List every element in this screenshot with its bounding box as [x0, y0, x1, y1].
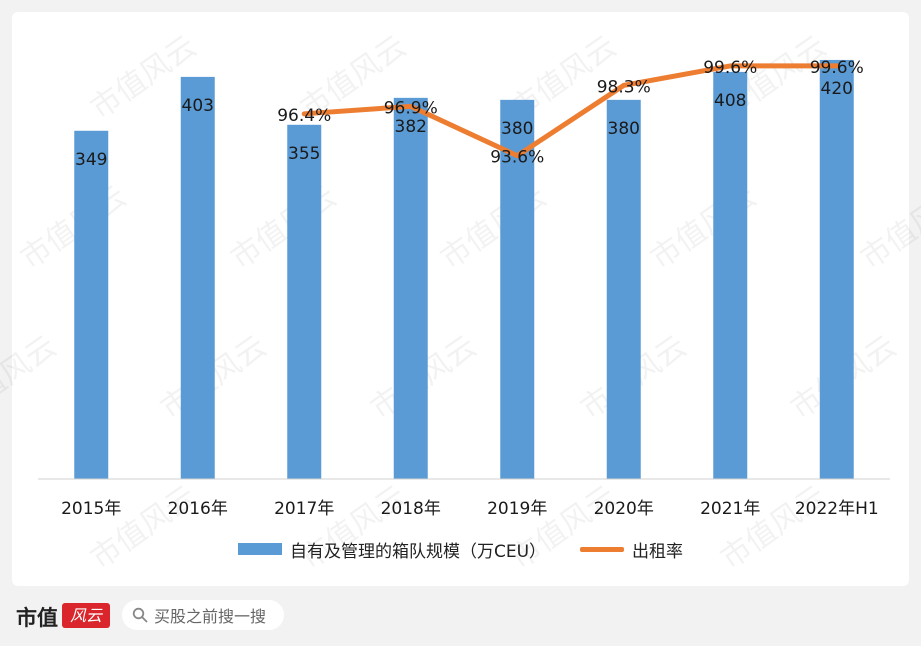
- rental-rate-line: [301, 63, 840, 159]
- legend: 自有及管理的箱队规模（万CEU） 出租率: [0, 535, 921, 563]
- bar-2015年: [74, 130, 109, 479]
- footer: 市值 风云 买股之前搜一搜: [0, 596, 921, 636]
- legend-item-rate: 出租率: [580, 537, 683, 562]
- bar-value-label: 382: [395, 117, 427, 137]
- x-tick-label: 2022年H1: [795, 499, 879, 519]
- legend-swatch-line: [580, 546, 625, 552]
- search-box[interactable]: 买股之前搜一搜: [122, 600, 284, 630]
- bar-2017年: [287, 124, 322, 480]
- bar-2018年: [393, 97, 428, 480]
- search-placeholder: 买股之前搜一搜: [154, 607, 267, 626]
- rate-value-labels: 96.4% 96.9% 93.6% 98.3% 99.6% 99.6%: [277, 58, 864, 168]
- x-tick-label: 2016年: [168, 499, 228, 519]
- legend-label-rate: 出租率: [632, 541, 684, 562]
- x-tick-label: 2015年: [61, 499, 121, 519]
- bar-value-label: 380: [608, 119, 640, 139]
- brand-logo-text: 市值: [16, 605, 58, 630]
- bar-value-label: 408: [714, 91, 746, 111]
- bar-2020年: [606, 99, 641, 479]
- x-tick-label: 2018年: [381, 499, 441, 519]
- bar-2019年: [500, 99, 535, 479]
- x-tick-label: 2019年: [487, 499, 547, 519]
- rate-value-label: 99.6%: [810, 58, 864, 78]
- bar-2016年: [180, 76, 215, 479]
- rate-value-label: 96.4%: [277, 106, 331, 126]
- search-icon: [132, 607, 148, 623]
- bar-value-label: 355: [288, 144, 320, 164]
- watermark-text: 市值风云: [15, 179, 133, 276]
- watermark-text: 市值风云: [855, 179, 921, 276]
- bar-2022年H1: [819, 59, 854, 479]
- bar-value-label: 403: [182, 96, 214, 116]
- watermark-text: 市值风云: [435, 179, 553, 276]
- rate-value-label: 99.6%: [703, 58, 757, 78]
- brand-logo-badge: 风云: [62, 603, 110, 628]
- chart-card: [12, 12, 909, 586]
- bar-value-label: 420: [821, 79, 853, 99]
- x-tick-label: 2020年: [594, 499, 654, 519]
- x-tick-label: 2021年: [700, 499, 760, 519]
- rate-value-label: 93.6%: [490, 148, 544, 168]
- watermark-text: 市值风云: [0, 329, 63, 426]
- legend-item-fleet: 自有及管理的箱队规模（万CEU）: [237, 537, 547, 562]
- bar-2021年: [713, 71, 748, 479]
- rate-value-label: 96.9%: [384, 98, 438, 118]
- x-tick-label: 2017年: [274, 499, 334, 519]
- x-tick-labels: 2015年 2016年 2017年 2018年 2019年 2020年 2021年 2022年…: [61, 499, 879, 519]
- bar-value-label: 349: [75, 150, 107, 170]
- watermark-text: 市值风云: [225, 179, 343, 276]
- bar-value-labels: 349 403 355 382 380 380 408 420: [75, 79, 853, 170]
- rate-value-label: 98.3%: [597, 77, 651, 97]
- bar-series: [74, 59, 854, 480]
- bar-value-label: 380: [501, 119, 533, 139]
- legend-label-fleet: 自有及管理的箱队规模（万CEU）: [289, 541, 547, 562]
- legend-swatch-bar: [237, 543, 282, 555]
